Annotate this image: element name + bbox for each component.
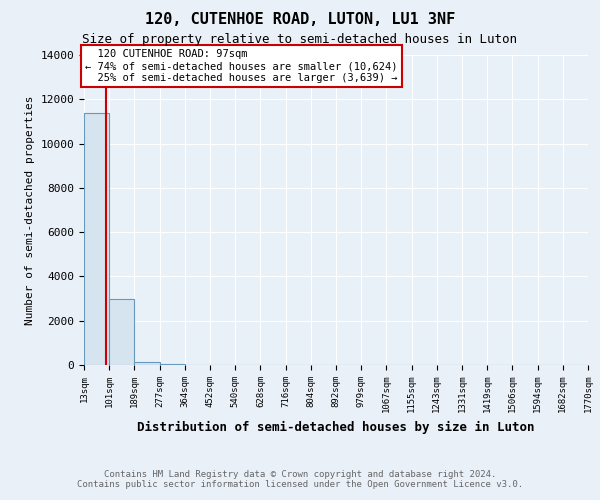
- Bar: [134, 362, 160, 365]
- Y-axis label: Number of semi-detached properties: Number of semi-detached properties: [25, 95, 35, 325]
- X-axis label: Distribution of semi-detached houses by size in Luton: Distribution of semi-detached houses by …: [137, 420, 535, 434]
- Text: 120, CUTENHOE ROAD, LUTON, LU1 3NF: 120, CUTENHOE ROAD, LUTON, LU1 3NF: [145, 12, 455, 28]
- Bar: [160, 364, 185, 365]
- Text: Contains HM Land Registry data © Crown copyright and database right 2024.
Contai: Contains HM Land Registry data © Crown c…: [77, 470, 523, 489]
- Bar: [109, 298, 134, 365]
- Text: Size of property relative to semi-detached houses in Luton: Size of property relative to semi-detach…: [83, 32, 517, 46]
- Text: 120 CUTENHOE ROAD: 97sqm
← 74% of semi-detached houses are smaller (10,624)
  25: 120 CUTENHOE ROAD: 97sqm ← 74% of semi-d…: [85, 50, 398, 82]
- Bar: [84, 112, 109, 365]
